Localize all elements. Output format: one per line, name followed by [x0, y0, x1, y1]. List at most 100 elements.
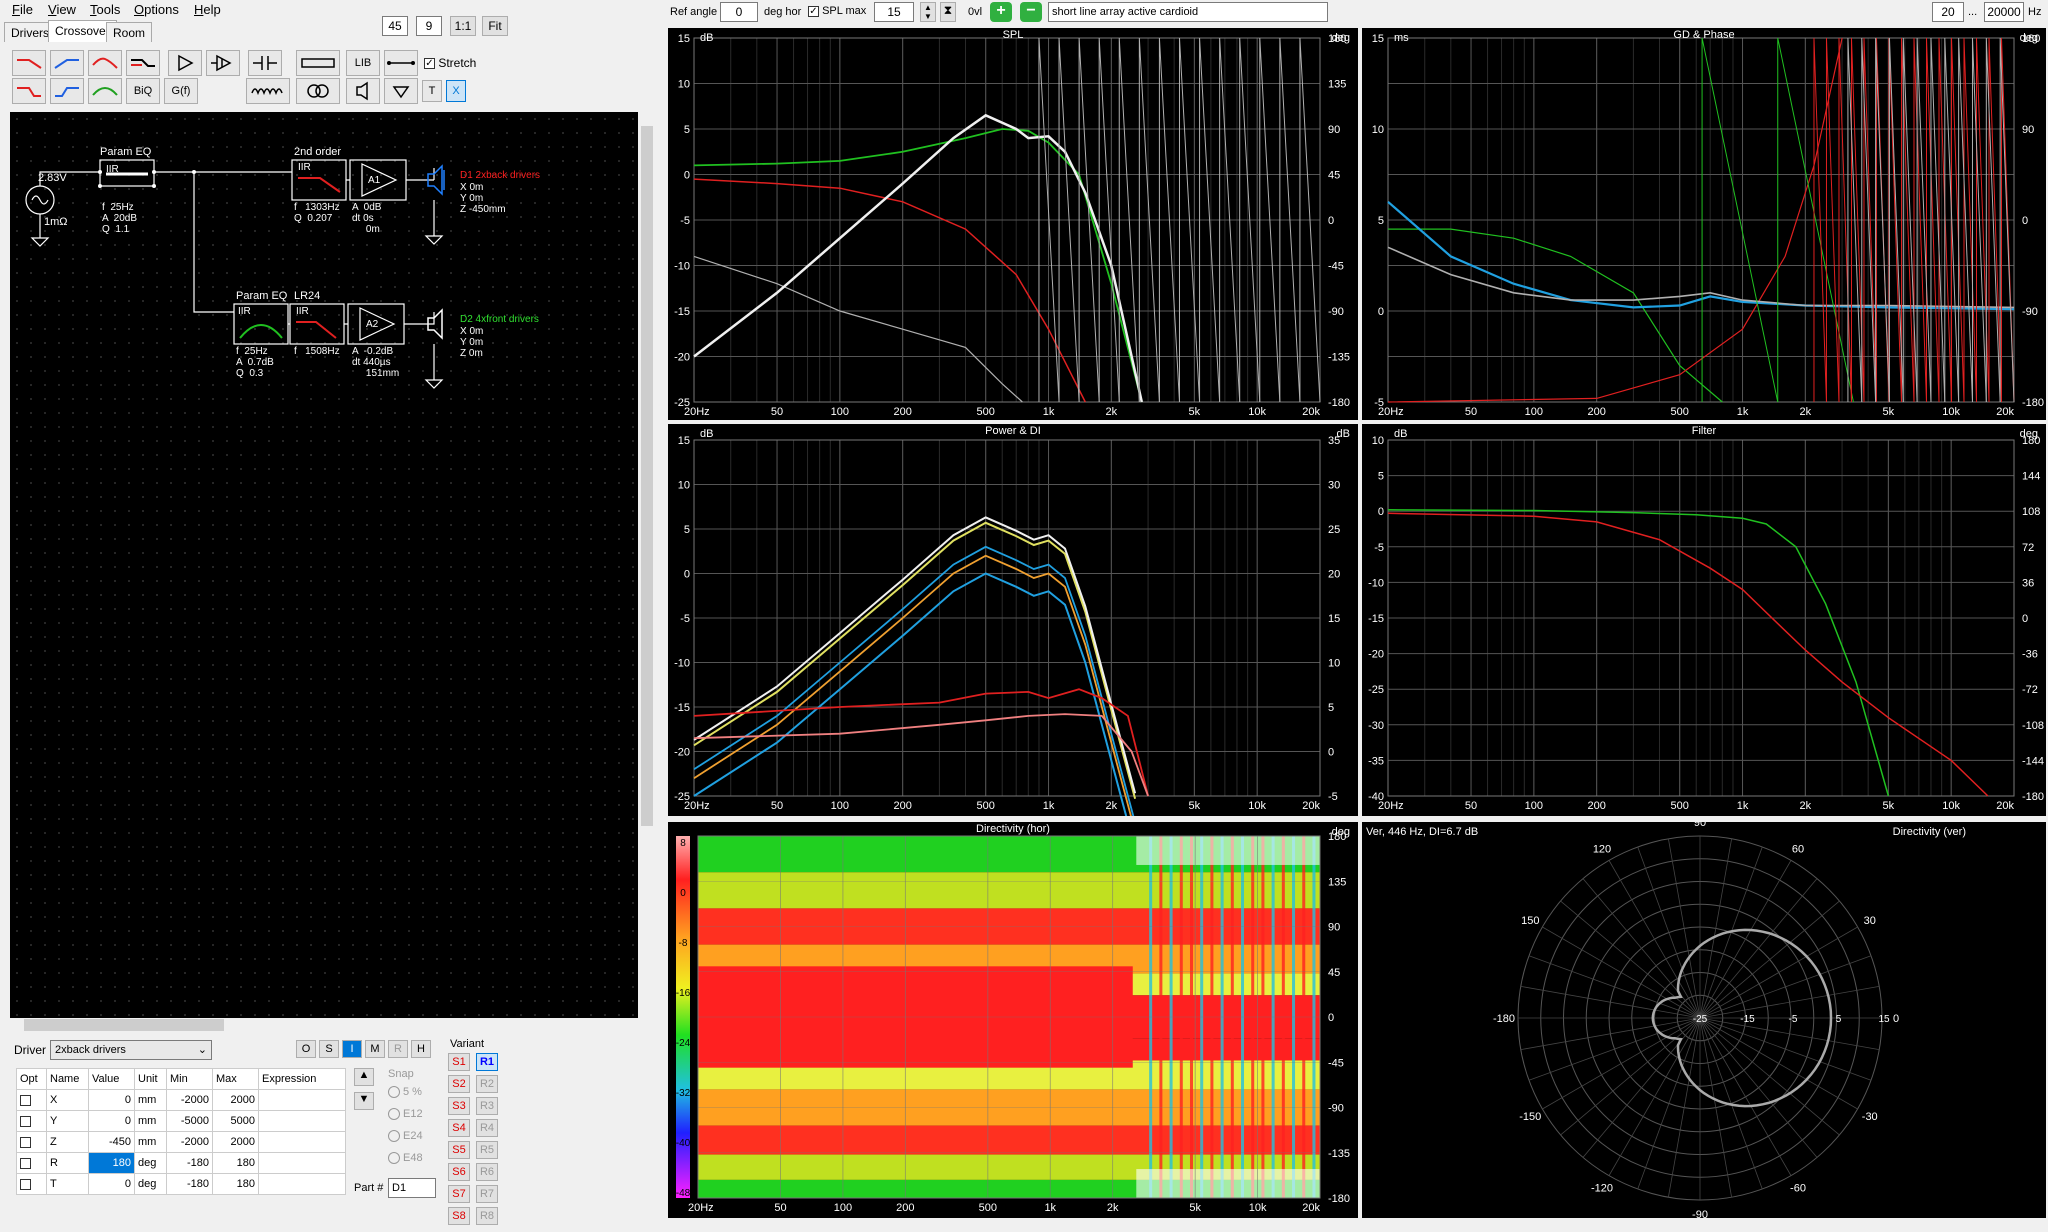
schematic-vertical-scrollbar[interactable]	[640, 112, 654, 1018]
d1-name[interactable]: D1 2xback drivers	[460, 170, 541, 181]
zoom-input-2[interactable]: 9	[416, 16, 442, 36]
description-input[interactable]: short line array active cardioid	[1048, 2, 1328, 22]
row-expression[interactable]	[258, 1131, 346, 1153]
freq-max-input[interactable]: 20000	[1984, 2, 2024, 22]
hscroll-thumb[interactable]	[24, 1019, 224, 1031]
directivity-ver-chart[interactable]: 90 60 30 0 -30 -60 -90 -120 -150 -180 150 120 -25 -15…	[1362, 822, 2046, 1218]
snap-option-e48[interactable]: E48	[388, 1152, 423, 1164]
power-di-chart[interactable]: 20Hz 50 100 200 500 1k 2k 5k 10k 20k 15 10 5 0 -5 -10 -1…	[668, 424, 1358, 816]
mode-button-s[interactable]: S	[319, 1040, 339, 1058]
d2-name[interactable]: D2 4xfront drivers	[460, 314, 539, 325]
delay-amplifier-button[interactable]	[206, 50, 240, 76]
remove-overlay-button[interactable]: −	[1020, 2, 1042, 22]
vscroll-thumb[interactable]	[641, 126, 653, 826]
row-min[interactable]: -180	[166, 1173, 213, 1195]
row-min[interactable]: -180	[166, 1152, 213, 1174]
bandpass-red-button[interactable]	[88, 50, 122, 76]
spl-max-spinner[interactable]: ▲ ▼	[920, 2, 936, 22]
driver-select[interactable]: 2xback drivers ⌄	[50, 1040, 212, 1060]
snap-option-5pct[interactable]: 5 %	[388, 1086, 422, 1098]
opt-checkbox[interactable]	[16, 1110, 47, 1132]
variant-s2[interactable]: S2	[448, 1075, 470, 1093]
row-value[interactable]: 0	[88, 1110, 135, 1132]
row-min[interactable]: -2000	[166, 1131, 213, 1153]
mode-button-o[interactable]: O	[296, 1040, 316, 1058]
ref-angle-input[interactable]: 0	[720, 2, 758, 22]
add-overlay-button[interactable]: +	[990, 2, 1012, 22]
freq-min-input[interactable]: 20	[1932, 2, 1964, 22]
row-max[interactable]: 5000	[212, 1110, 259, 1132]
row-expression[interactable]	[258, 1089, 346, 1111]
peq1-params[interactable]: f 25Hz A 20dB Q 1.1	[102, 202, 138, 235]
wire-button[interactable]	[384, 50, 418, 76]
opt-checkbox[interactable]	[16, 1089, 47, 1111]
crossover-schematic[interactable]: 2.83V 1mΩ Param EQ IIR f 25Hz A 20dB Q 1…	[10, 112, 638, 1018]
filter-chart[interactable]: 20Hz 50 100 200 500 1k 2k 5k 10k 20k 10 5 0 -5 -10 -15-…	[1362, 424, 2046, 816]
menu-view[interactable]: View	[48, 2, 76, 17]
spl-chart[interactable]: 20Hz 50 100 200 500 1k 2k 5k 10k 20k 15 10 5 0 -5 -10 -1…	[668, 28, 1358, 420]
menu-help[interactable]: Help	[194, 2, 221, 17]
opt-checkbox[interactable]	[16, 1152, 47, 1174]
mode-button-m[interactable]: M	[365, 1040, 385, 1058]
peq2-params[interactable]: f 25Hz A 0.7dB Q 0.3	[236, 346, 274, 379]
row-max[interactable]: 180	[212, 1152, 259, 1174]
row-min[interactable]: -2000	[166, 1089, 213, 1111]
fit-vertical-button[interactable]: ⧗	[940, 2, 956, 22]
amp2-params[interactable]: A -0.2dB dt 440µs 151mm	[352, 346, 400, 379]
variant-r8[interactable]: R8	[476, 1207, 498, 1225]
row-max[interactable]: 180	[212, 1173, 259, 1195]
row-value[interactable]: 0	[88, 1089, 135, 1111]
menu-tools[interactable]: Tools	[90, 2, 121, 17]
peak-button[interactable]	[88, 78, 122, 104]
resistor-button[interactable]	[296, 50, 340, 76]
menu-file[interactable]: File	[12, 2, 33, 17]
amp1-params[interactable]: A 0dB dt 0s 0m	[352, 202, 382, 235]
row-value[interactable]: -450	[88, 1131, 135, 1153]
row-expression[interactable]	[258, 1173, 346, 1195]
variant-s5[interactable]: S5	[448, 1141, 470, 1159]
notch-button[interactable]	[126, 50, 160, 76]
text-button[interactable]: T	[422, 80, 442, 102]
zoom-input-1[interactable]: 45	[382, 16, 408, 36]
mode-button-h[interactable]: H	[411, 1040, 431, 1058]
move-down-button[interactable]: ▼	[354, 1092, 374, 1110]
snap-option-e12[interactable]: E12	[388, 1108, 423, 1120]
variant-r2[interactable]: R2	[476, 1075, 498, 1093]
opt-checkbox[interactable]	[16, 1131, 47, 1153]
lowpass2-button[interactable]	[12, 78, 46, 104]
tab-room[interactable]: Room	[106, 22, 153, 42]
row-max[interactable]: 2000	[212, 1131, 259, 1153]
tab-crossover[interactable]: Crossover	[48, 20, 117, 42]
snap-option-e24[interactable]: E24	[388, 1130, 423, 1142]
ratio-button[interactable]: 1:1	[450, 16, 476, 36]
row-min[interactable]: -5000	[166, 1110, 213, 1132]
stretch-checkbox[interactable]: ✓ Stretch	[424, 56, 477, 70]
mode-button-r[interactable]: R	[388, 1040, 408, 1058]
row-value[interactable]: 0	[88, 1173, 135, 1195]
variant-s8[interactable]: S8	[448, 1207, 470, 1225]
variant-r1[interactable]: R1	[476, 1053, 498, 1071]
inductor-button[interactable]	[246, 78, 290, 104]
directivity-hor-chart[interactable]: 8 0 -8 -16 -24 -32 -40 -48 20Hz 50 100 200 500 1k 2k 5k…	[668, 822, 1358, 1218]
move-up-button[interactable]: ▲	[354, 1068, 374, 1086]
lp2-params[interactable]: f 1508Hz	[294, 346, 340, 357]
schematic-horizontal-scrollbar[interactable]	[10, 1018, 638, 1032]
gf-button[interactable]: G(f)	[164, 78, 198, 104]
biquad-button[interactable]: BiQ	[126, 78, 160, 104]
delete-button[interactable]: X	[446, 80, 466, 102]
part-input[interactable]: D1	[388, 1178, 436, 1198]
variant-s4[interactable]: S4	[448, 1119, 470, 1137]
variant-s7[interactable]: S7	[448, 1185, 470, 1203]
variant-r7[interactable]: R7	[476, 1185, 498, 1203]
ground-button[interactable]	[384, 78, 418, 104]
speaker-button[interactable]	[346, 78, 380, 104]
variant-r4[interactable]: R4	[476, 1119, 498, 1137]
variant-r5[interactable]: R5	[476, 1141, 498, 1159]
mode-button-i[interactable]: I	[342, 1040, 362, 1058]
variant-r3[interactable]: R3	[476, 1097, 498, 1115]
lp1-params[interactable]: f 1303Hz Q 0.207	[294, 202, 340, 224]
gd-phase-chart[interactable]: 20Hz 50 100 200 500 1k 2k 5k 10k 20k 15 10 5 0 -5 180 90…	[1362, 28, 2046, 420]
highpass-blue-button[interactable]	[50, 50, 84, 76]
row-expression[interactable]	[258, 1152, 346, 1174]
highpass2-button[interactable]	[50, 78, 84, 104]
